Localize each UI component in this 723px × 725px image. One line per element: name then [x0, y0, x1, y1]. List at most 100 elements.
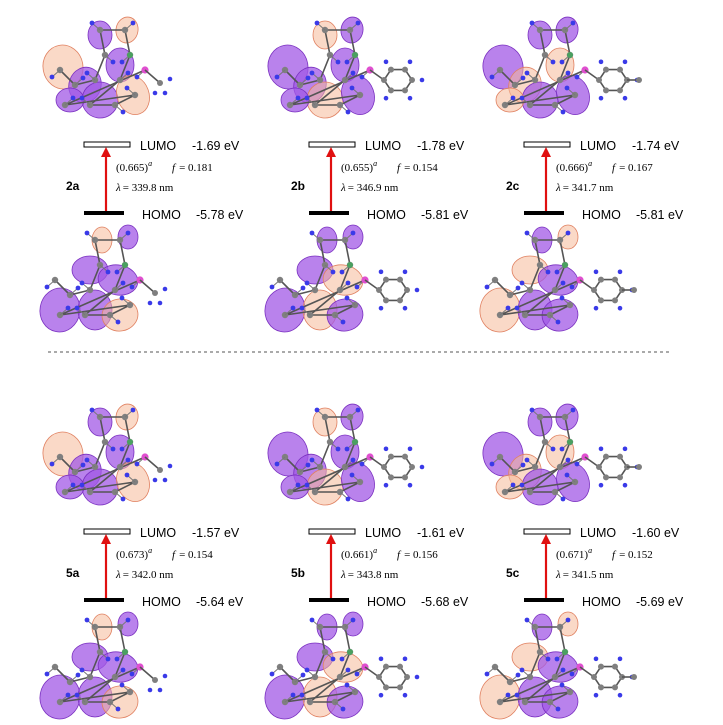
- hydrogen-atom: [79, 482, 85, 488]
- aryl-ring: [593, 278, 623, 302]
- hydrogen-atom: [402, 692, 408, 698]
- lumo-label: LUMO: [140, 526, 176, 540]
- bond: [89, 651, 101, 678]
- hydrogen-atom: [309, 617, 315, 623]
- hydrogen-atom: [309, 230, 315, 236]
- bond: [539, 29, 546, 56]
- hydrogen-atom: [105, 656, 111, 662]
- orbital-lobe: [527, 407, 553, 437]
- hydrogen-atom: [162, 673, 168, 679]
- bond: [114, 94, 136, 106]
- molecule-skeleton: [44, 230, 168, 325]
- bond: [499, 691, 571, 703]
- nitrogen-atom: [352, 52, 358, 58]
- bond: [334, 691, 356, 703]
- hydrogen-atom: [554, 269, 560, 275]
- oscillator-strength: f = 0.152: [612, 549, 653, 561]
- bond: [494, 279, 511, 296]
- wavelength-value: = 346.9 nm: [348, 182, 399, 194]
- carbon-atom: [383, 663, 389, 670]
- hydrogen-atom: [484, 284, 490, 290]
- footnote-marker: a: [588, 546, 592, 555]
- bond: [59, 691, 131, 703]
- carbon-atom: [388, 87, 394, 94]
- bond: [554, 94, 576, 106]
- homo-level: [524, 211, 564, 215]
- oscillator-value: = 0.167: [619, 162, 653, 174]
- hydrogen-atom: [570, 20, 576, 26]
- homo-level: [84, 211, 124, 215]
- bond: [59, 304, 131, 316]
- hydrogen-atom: [402, 269, 408, 275]
- carbon-atom: [409, 77, 415, 83]
- hydrogen-atom: [565, 230, 571, 236]
- hydrogen-atom: [49, 74, 55, 80]
- footnote-marker: a: [588, 159, 592, 168]
- bond: [54, 279, 71, 296]
- hydrogen-atom: [125, 70, 131, 76]
- hydrogen-atom: [524, 230, 530, 236]
- homo-label: HOMO: [582, 595, 621, 609]
- bond: [99, 416, 106, 443]
- orbital-lobe: [117, 611, 139, 637]
- carbon-atom: [612, 297, 618, 304]
- bond: [559, 441, 571, 468]
- homo-level: [524, 598, 564, 602]
- aryl-ring: [378, 665, 408, 689]
- hydrogen-atom: [290, 305, 296, 311]
- hydrogen-atom: [330, 656, 336, 662]
- aryl-ring: [378, 278, 408, 302]
- bond: [109, 304, 131, 316]
- wavelength-value: = 343.8 nm: [348, 569, 399, 581]
- bond: [559, 626, 566, 653]
- bond: [289, 94, 361, 106]
- hydrogen-atom: [617, 269, 623, 275]
- oscillator-symbol: f: [612, 162, 617, 174]
- lumo-energy: -1.74 eV: [632, 139, 680, 153]
- hydrogen-atom: [402, 656, 408, 662]
- carbon-atom: [631, 674, 637, 680]
- hydrogen-atom: [378, 269, 384, 275]
- hydrogen-atom: [519, 95, 525, 101]
- molecule-skeleton: [484, 617, 637, 712]
- carbon-atom: [612, 663, 618, 670]
- bond: [554, 481, 576, 493]
- hydrogen-atom: [344, 59, 350, 65]
- lumo-level: [83, 528, 131, 535]
- nitrogen-atom: [122, 649, 128, 655]
- lumo-label: LUMO: [140, 139, 176, 153]
- footnote-marker: a: [148, 159, 152, 168]
- carbon-atom: [152, 677, 158, 683]
- hydrogen-atom: [314, 407, 320, 413]
- hydrogen-atom: [309, 70, 315, 76]
- molecule-skeleton: [489, 20, 642, 115]
- oscillator-value: = 0.181: [179, 162, 213, 174]
- hydrogen-atom: [304, 482, 310, 488]
- carbon-atom: [596, 464, 602, 470]
- bond: [344, 54, 356, 81]
- carbon-atom: [402, 474, 408, 481]
- hydrogen-atom: [598, 59, 604, 65]
- hydrogen-atom: [305, 75, 311, 81]
- oscillator-strength: f = 0.154: [172, 549, 213, 561]
- hydrogen-atom: [345, 667, 351, 673]
- hydrogen-atom: [519, 482, 525, 488]
- bond: [94, 626, 101, 653]
- molecule-skeleton: [484, 230, 637, 325]
- carbon-atom: [157, 80, 163, 86]
- hydrogen-atom: [593, 269, 599, 275]
- hydrogen-atom: [622, 95, 628, 101]
- hydrogen-atom: [559, 682, 565, 688]
- carbon-atom: [381, 464, 387, 470]
- bond: [119, 239, 126, 266]
- hydrogen-atom: [514, 305, 520, 311]
- hydrogen-atom: [598, 482, 604, 488]
- bond: [339, 264, 351, 291]
- carbon-atom: [152, 290, 158, 296]
- bond: [54, 666, 71, 683]
- hydrogen-atom: [84, 617, 90, 623]
- compound-label: 5a: [66, 566, 80, 580]
- bond: [499, 456, 516, 473]
- hydrogen-atom: [269, 671, 275, 677]
- hydrogen-atom: [120, 496, 126, 502]
